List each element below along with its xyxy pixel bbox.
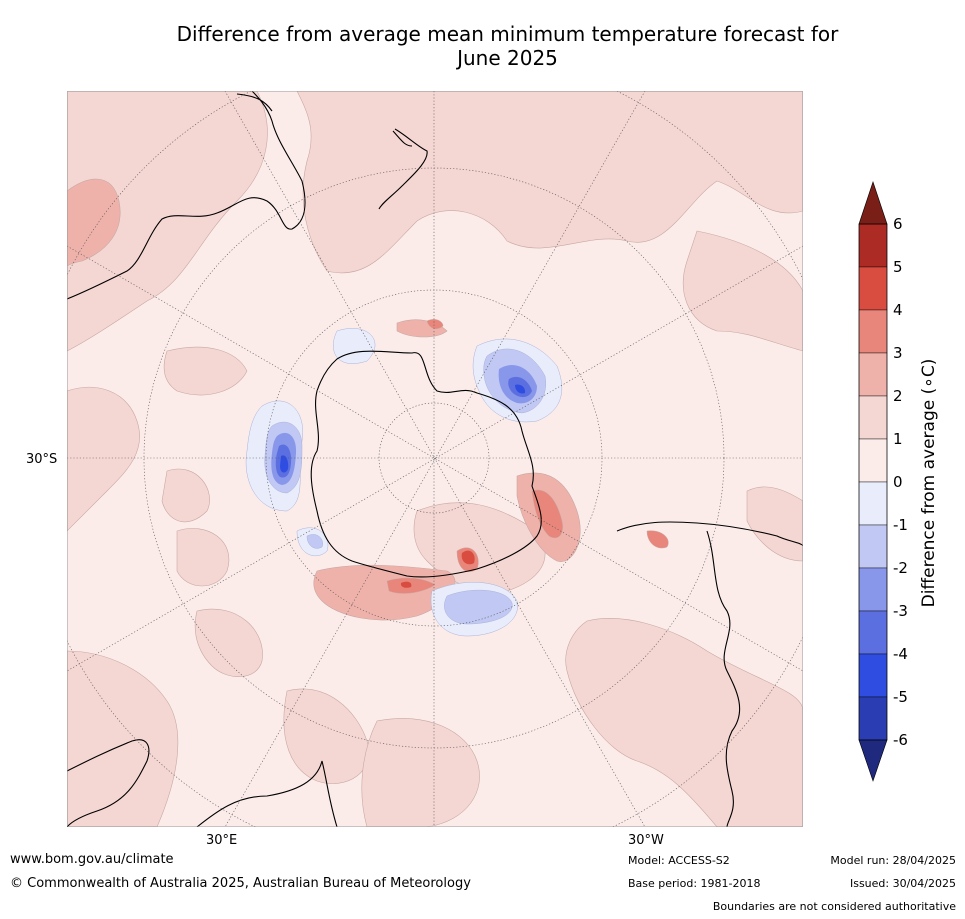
colorbar-tick-label: 6 (893, 215, 903, 233)
colorbar-band (858, 309, 888, 354)
title-line-2: June 2025 (457, 46, 558, 70)
coastlines (67, 91, 803, 827)
map-title: Difference from average mean minimum tem… (60, 22, 955, 70)
anomaly-1-to-2-regions (67, 91, 803, 827)
colorbar-tick-label: -2 (893, 559, 908, 577)
colorbar-band (858, 223, 888, 268)
colorbar-tick-label: 1 (893, 430, 903, 448)
colorbar-band (858, 395, 888, 440)
colorbar-under-arrow (858, 739, 888, 782)
colorbar-band (858, 610, 888, 655)
colorbar-outline (858, 223, 888, 741)
colorbar-tick-label: -1 (893, 516, 908, 534)
colorbar-tick-label: -6 (893, 731, 908, 749)
colorbar-tick-label: 0 (893, 473, 903, 491)
footer-base-period: Base period: 1981-2018 (628, 877, 761, 890)
footer-copyright: © Commonwealth of Australia 2025, Austra… (10, 876, 471, 891)
colorbar-title: Difference from average (∘C) (919, 358, 939, 608)
colorbar-bands (858, 223, 888, 741)
colorbar-tick-label: -4 (893, 645, 908, 663)
forecast-map (67, 91, 803, 827)
colorbar-tick-label: -3 (893, 602, 908, 620)
colorbar-band (858, 352, 888, 397)
lat-label-30s: 30°S (26, 452, 58, 467)
antarctica-coastline (310, 350, 542, 578)
footer-disclaimer: Boundaries are not considered authoritat… (712, 900, 956, 913)
colorbar-band (858, 481, 888, 526)
lon-label-30w: 30°W (628, 833, 664, 848)
anomaly-minus5-to-minus4-regions (280, 384, 526, 473)
colorbar-band (858, 653, 888, 698)
colorbar-tick-label: 4 (893, 301, 903, 319)
colorbar-band (858, 567, 888, 612)
africa-coastline (67, 739, 338, 827)
footer-issued: Issued: 30/04/2025 (849, 877, 956, 890)
australia-coastline (67, 91, 306, 300)
colorbar-band (858, 696, 888, 741)
colorbar-tick-label: 5 (893, 258, 903, 276)
footer-model: Model: ACCESS-S2 (628, 854, 730, 867)
colorbar-band (858, 524, 888, 569)
graticule (67, 91, 803, 827)
footer-website: www.bom.gov.au/climate (10, 852, 174, 867)
colorbar (858, 181, 888, 782)
lon-label-30e: 30°E (206, 833, 238, 848)
colorbar-tick-label: 3 (893, 344, 903, 362)
anomaly-4-to-5-regions (400, 550, 475, 588)
colorbar-tick-label: 2 (893, 387, 903, 405)
map-frame (67, 91, 803, 827)
footer-model-run: Model run: 28/04/2025 (830, 854, 956, 867)
colorbar-tick-label: -5 (893, 688, 908, 706)
title-line-1: Difference from average mean minimum tem… (176, 22, 839, 46)
south-america-coastline (616, 521, 803, 827)
colorbar-over-arrow (858, 181, 888, 225)
colorbar-band (858, 438, 888, 483)
colorbar-band (858, 266, 888, 311)
